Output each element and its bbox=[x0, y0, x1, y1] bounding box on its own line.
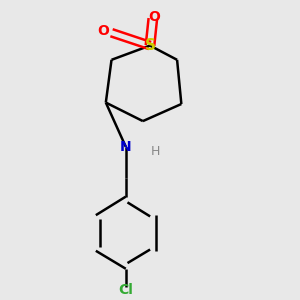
Text: H: H bbox=[151, 145, 160, 158]
Text: N: N bbox=[120, 140, 132, 154]
Text: S: S bbox=[145, 38, 155, 53]
Text: Cl: Cl bbox=[118, 283, 133, 297]
Text: O: O bbox=[97, 24, 109, 38]
Text: O: O bbox=[148, 10, 160, 24]
